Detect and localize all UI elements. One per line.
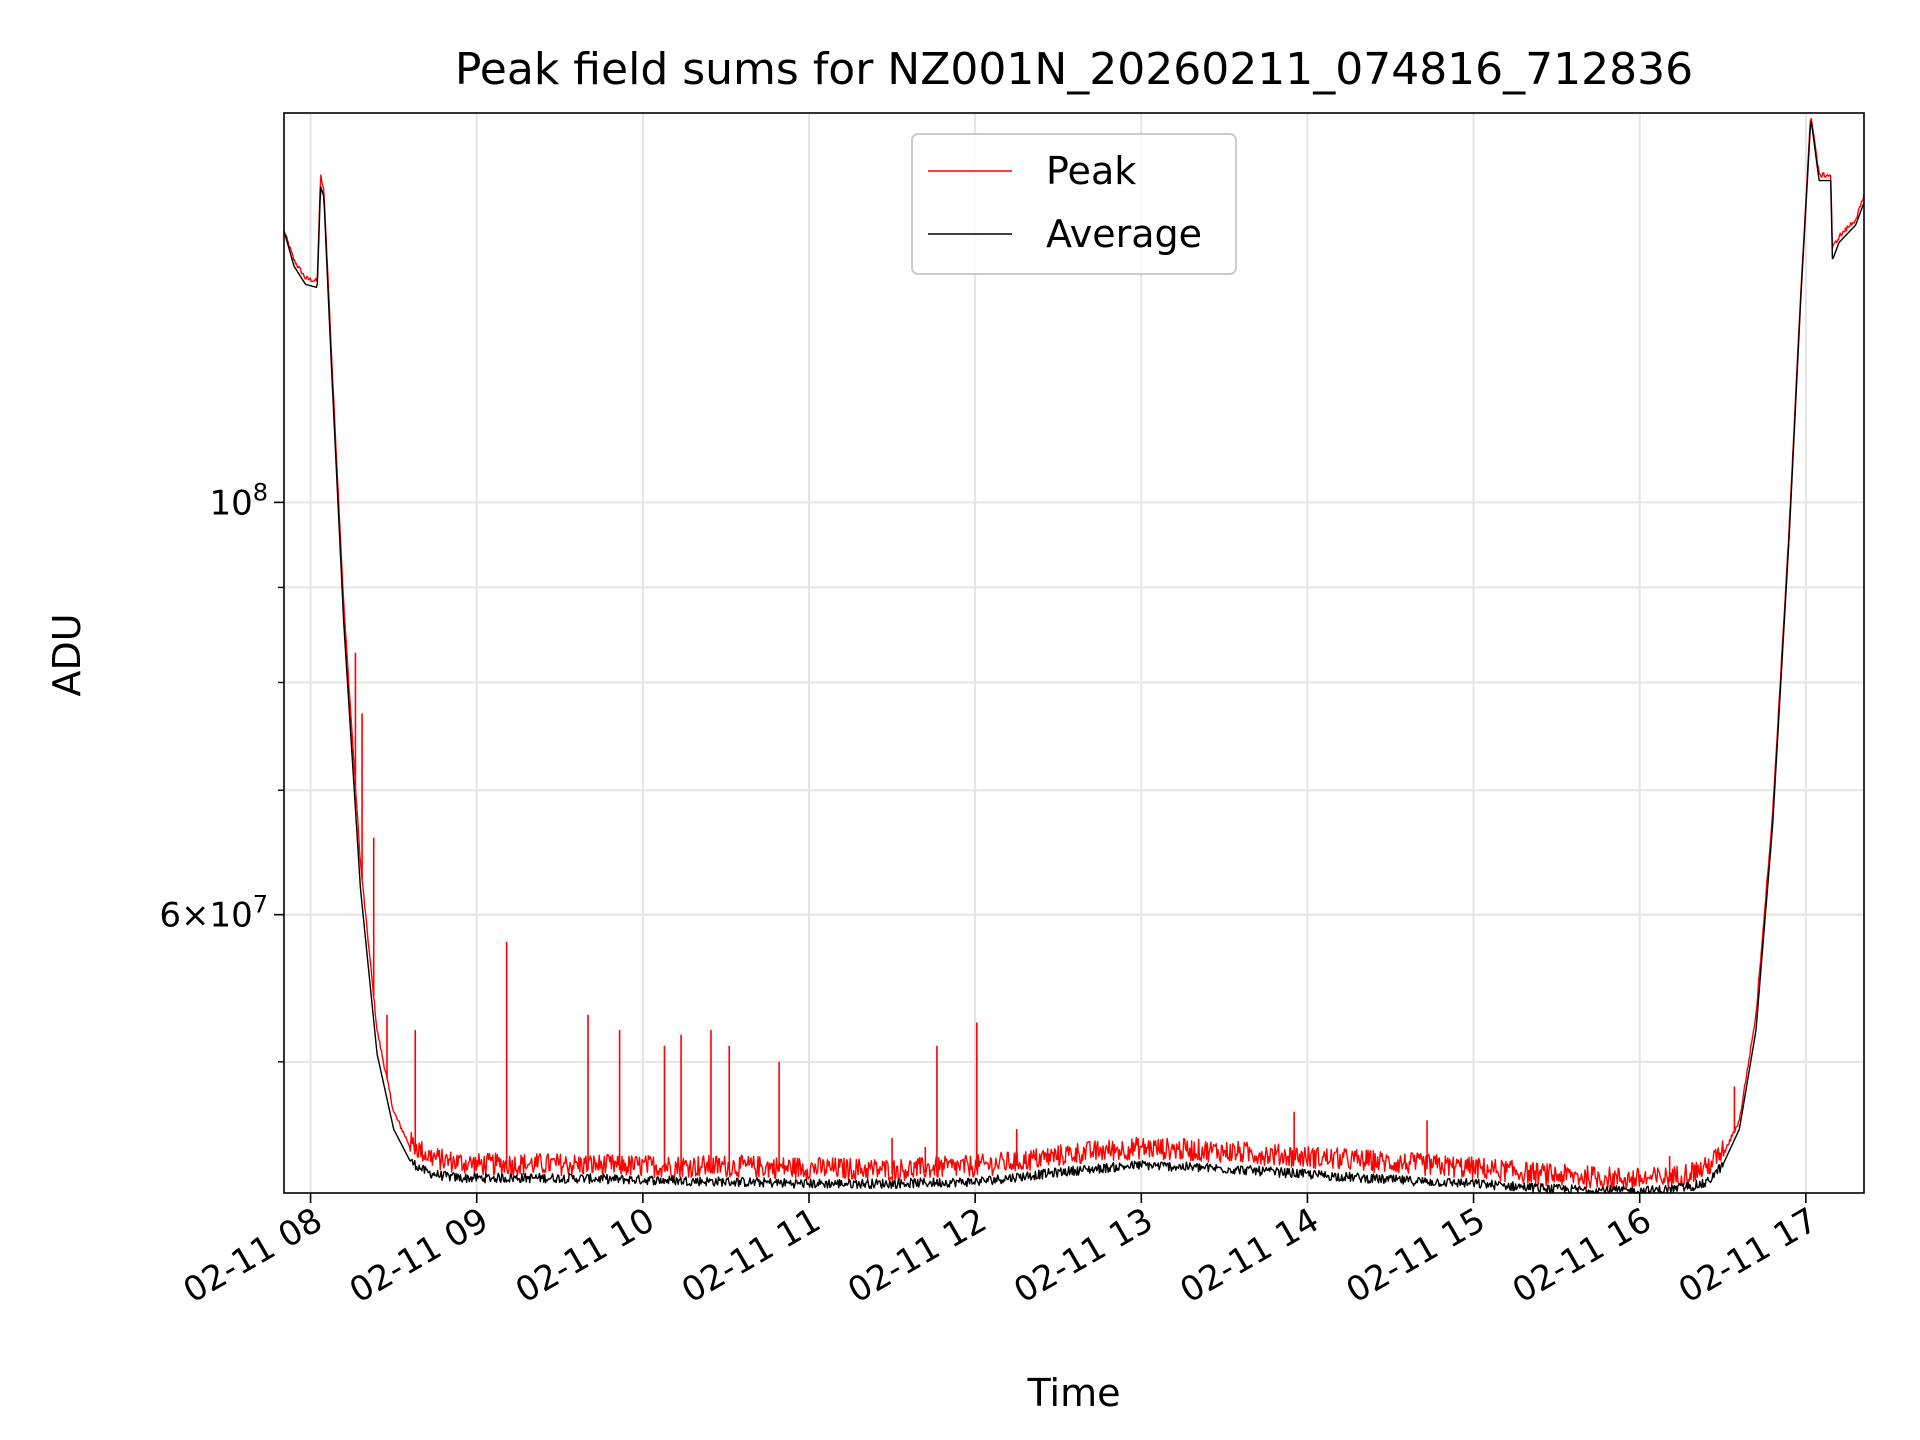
series-peak-line [283, 117, 1865, 1189]
plot-frame [283, 112, 1865, 1194]
y-tick-label: 6×107 [159, 891, 268, 936]
legend-average-label: Average [1046, 212, 1202, 256]
x-axis-label: Time [1027, 1371, 1121, 1415]
legend-box [911, 133, 1237, 275]
plot-area [284, 113, 1864, 1193]
series-layer [283, 117, 1865, 1194]
series-average-line [283, 121, 1865, 1194]
chart-title: Peak field sums for NZ001N_20260211_0748… [455, 44, 1693, 95]
legend-peak-label: Peak [1046, 149, 1136, 193]
legend: Peak Average [911, 133, 1237, 275]
grid [284, 113, 1864, 1193]
y-axis-label: ADU [45, 613, 89, 696]
